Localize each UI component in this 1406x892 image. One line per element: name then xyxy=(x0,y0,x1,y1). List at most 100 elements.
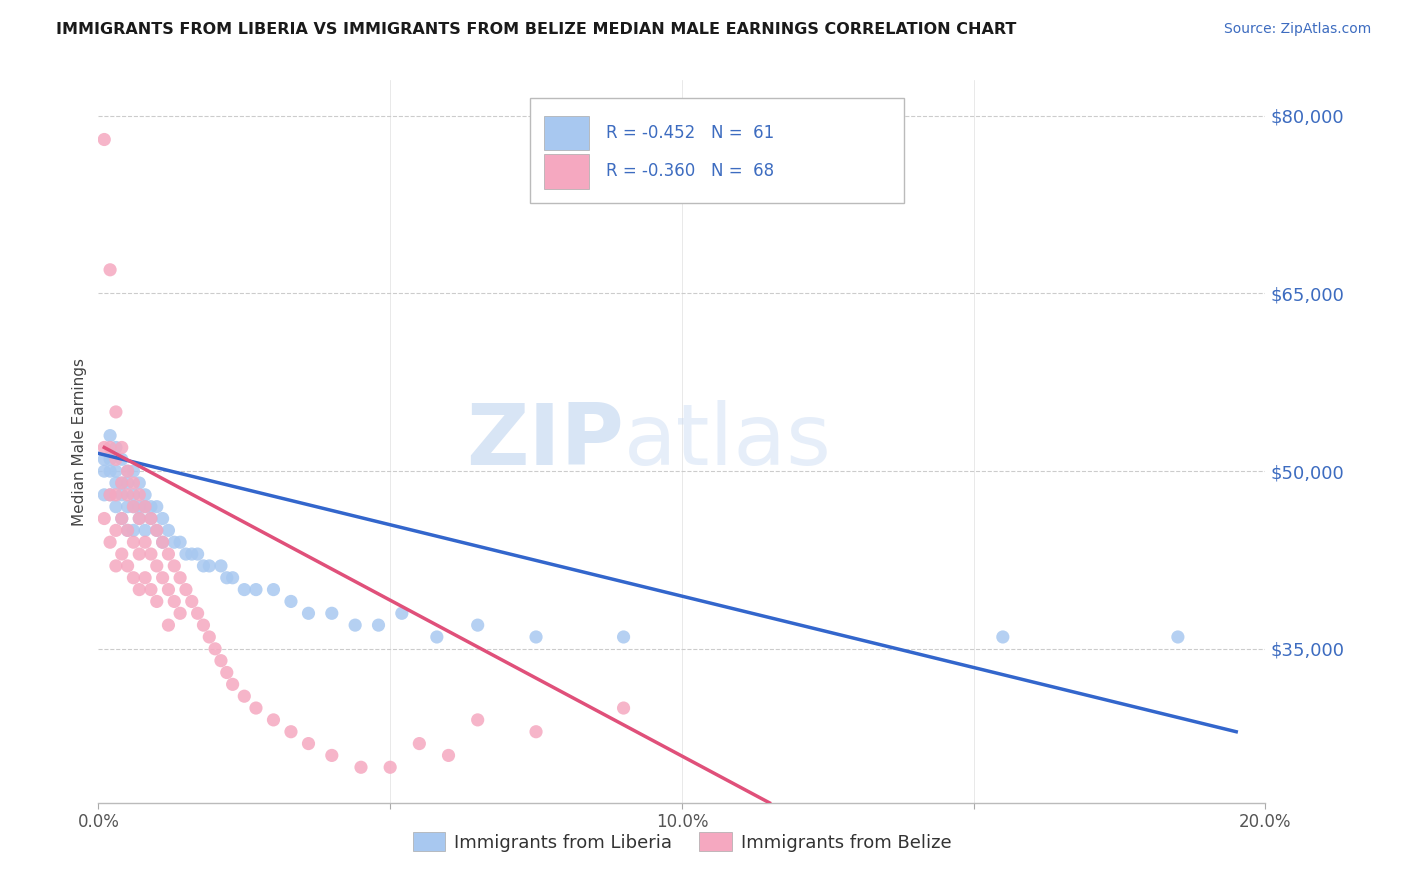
Point xyxy=(93,488,115,502)
Point xyxy=(117,488,139,502)
Point xyxy=(157,547,180,561)
Point xyxy=(524,630,547,644)
Point xyxy=(146,500,169,514)
Point xyxy=(139,547,162,561)
Point xyxy=(391,607,413,621)
Point xyxy=(98,488,121,502)
Point xyxy=(174,582,197,597)
Point xyxy=(245,701,267,715)
Point xyxy=(437,748,460,763)
Point xyxy=(104,558,127,573)
Point xyxy=(198,558,221,573)
Point xyxy=(221,571,243,585)
Point xyxy=(163,558,186,573)
Point xyxy=(117,464,139,478)
Point xyxy=(193,558,215,573)
Point xyxy=(367,618,389,632)
Point xyxy=(104,488,127,502)
Point xyxy=(134,524,156,538)
Legend: Immigrants from Liberia, Immigrants from Belize: Immigrants from Liberia, Immigrants from… xyxy=(405,825,959,859)
Point xyxy=(117,464,139,478)
Point xyxy=(344,618,367,632)
Point xyxy=(111,441,134,455)
Point xyxy=(321,748,343,763)
Point xyxy=(104,524,127,538)
Point xyxy=(134,488,156,502)
Point xyxy=(193,618,215,632)
Point xyxy=(426,630,449,644)
Point xyxy=(98,452,121,467)
Point xyxy=(93,132,115,146)
Point xyxy=(104,475,127,490)
Point xyxy=(104,405,127,419)
Point xyxy=(122,464,145,478)
Point xyxy=(128,582,150,597)
Point xyxy=(209,654,232,668)
Point xyxy=(111,488,134,502)
Point xyxy=(98,488,121,502)
Point xyxy=(612,630,634,644)
Point xyxy=(152,571,174,585)
Point xyxy=(280,724,302,739)
Point xyxy=(111,511,134,525)
Point xyxy=(111,547,134,561)
Point xyxy=(98,535,121,549)
Point xyxy=(612,701,634,715)
Point xyxy=(98,428,121,442)
Text: R = -0.360   N =  68: R = -0.360 N = 68 xyxy=(606,162,775,180)
Point xyxy=(204,641,226,656)
Point xyxy=(209,558,232,573)
Point xyxy=(104,464,127,478)
Point xyxy=(128,547,150,561)
Point xyxy=(117,524,139,538)
Point xyxy=(169,607,191,621)
Point xyxy=(180,594,202,608)
Point xyxy=(104,500,127,514)
Point xyxy=(98,441,121,455)
Point xyxy=(163,535,186,549)
Point xyxy=(380,760,402,774)
Y-axis label: Median Male Earnings: Median Male Earnings xyxy=(72,358,87,525)
Point xyxy=(117,500,139,514)
Point xyxy=(128,488,150,502)
Point xyxy=(146,524,169,538)
Point xyxy=(93,452,115,467)
Point xyxy=(524,724,547,739)
Point xyxy=(146,524,169,538)
Point xyxy=(98,262,121,277)
Point xyxy=(139,500,162,514)
Point xyxy=(163,594,186,608)
Point xyxy=(198,630,221,644)
Text: R = -0.452   N =  61: R = -0.452 N = 61 xyxy=(606,124,775,142)
Point xyxy=(152,511,174,525)
Point xyxy=(104,441,127,455)
Point xyxy=(467,713,489,727)
Point xyxy=(297,737,319,751)
Point xyxy=(134,500,156,514)
Point xyxy=(221,677,243,691)
Point xyxy=(111,475,134,490)
Point xyxy=(215,571,238,585)
Point xyxy=(297,607,319,621)
Point xyxy=(128,475,150,490)
Bar xyxy=(544,116,589,151)
Point xyxy=(117,524,139,538)
Point xyxy=(350,760,373,774)
Point xyxy=(180,547,202,561)
Point xyxy=(152,535,174,549)
Point xyxy=(169,535,191,549)
Point xyxy=(262,713,284,727)
Point xyxy=(128,511,150,525)
Point xyxy=(139,582,162,597)
Point xyxy=(122,524,145,538)
Point xyxy=(280,594,302,608)
Text: atlas: atlas xyxy=(624,400,831,483)
Point xyxy=(111,452,134,467)
Point xyxy=(117,475,139,490)
Point xyxy=(262,582,284,597)
FancyBboxPatch shape xyxy=(530,98,904,203)
Point xyxy=(321,607,343,621)
Point xyxy=(408,737,430,751)
Point xyxy=(146,594,169,608)
Point xyxy=(157,618,180,632)
